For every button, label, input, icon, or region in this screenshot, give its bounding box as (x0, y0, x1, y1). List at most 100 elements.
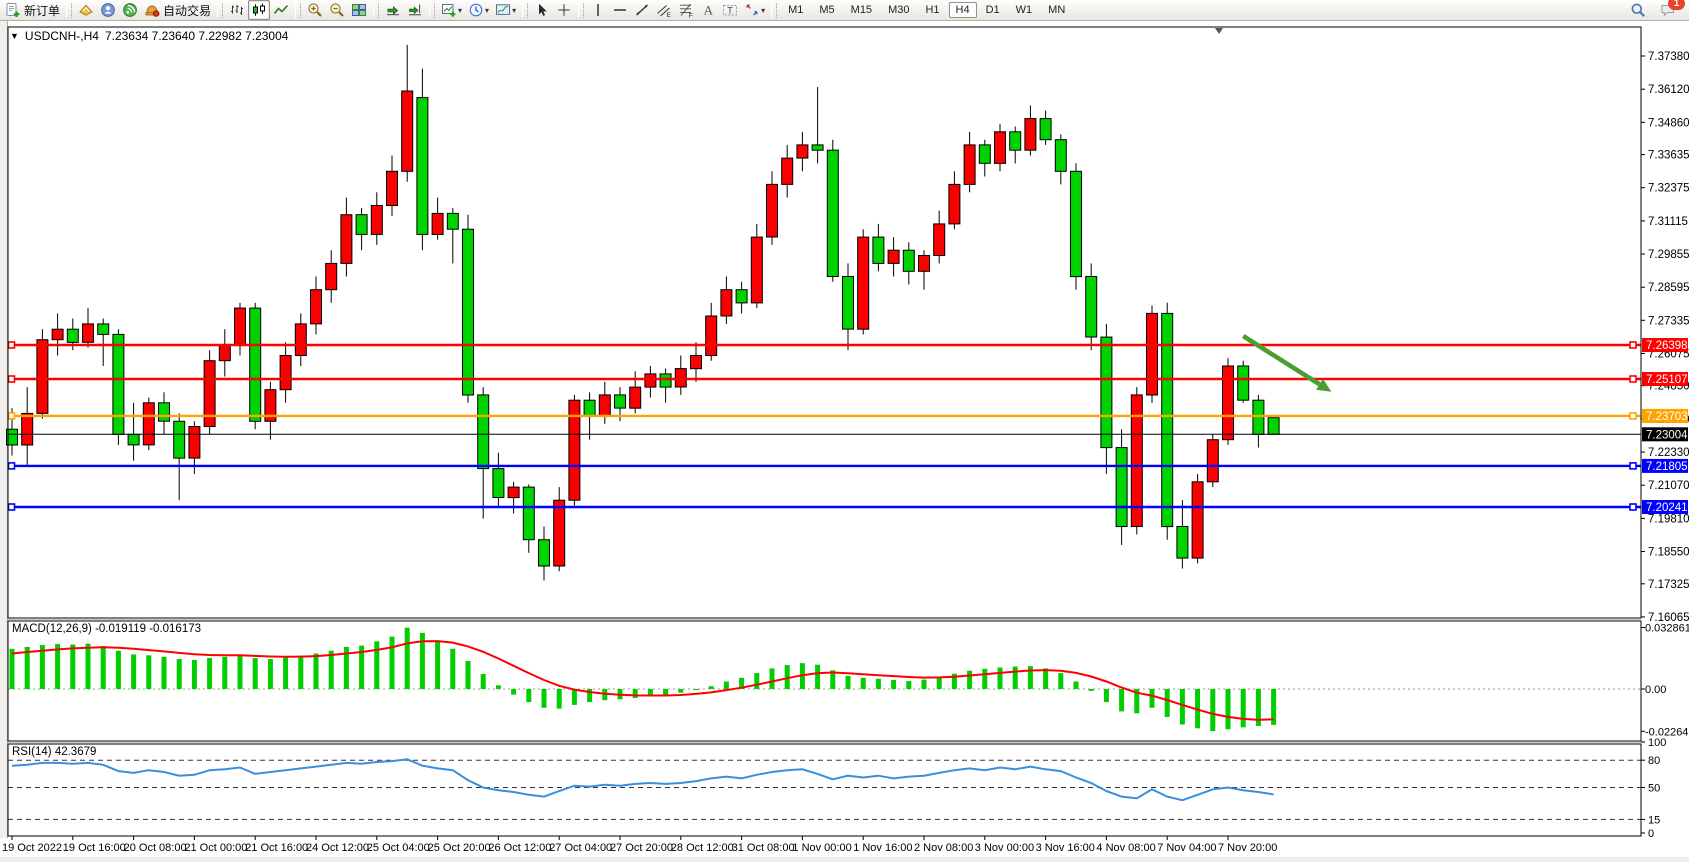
macd-bar (875, 678, 881, 689)
autotrading-label: 自动交易 (163, 3, 212, 18)
candle-body (522, 486, 535, 541)
dropdown-arrow-icon[interactable]: ▾ (485, 5, 490, 15)
dropdown-arrow-icon[interactable]: ▾ (512, 5, 517, 15)
line-handle[interactable] (1629, 375, 1637, 383)
price-tick-label: 7.32375 (1648, 183, 1689, 195)
candles-chart-button[interactable] (248, 0, 271, 20)
time-tick-label: 7 Nov 04:00 (1157, 842, 1216, 854)
chart-window-bg (0, 21, 1689, 862)
macd-bar (85, 643, 91, 689)
new-chart-button[interactable]: ▾ (438, 0, 465, 20)
periods-button[interactable]: ▾ (465, 0, 492, 20)
timeframe-mn-button[interactable]: MN (1048, 4, 1066, 16)
bars-chart-button[interactable] (226, 0, 248, 20)
timeframe-m30-button[interactable]: M30 (888, 4, 910, 16)
chart-shift-marker[interactable] (1215, 28, 1223, 34)
candle-body (1222, 365, 1234, 441)
timeframe-h4-button[interactable]: H4 (948, 2, 977, 18)
toolbar-grip (771, 2, 778, 18)
tile-windows-button[interactable] (348, 0, 370, 20)
signals-button[interactable] (119, 0, 141, 20)
candle-body (249, 307, 262, 422)
timeframe-m15-button[interactable]: M15 (850, 4, 873, 16)
search-icon (1631, 3, 1645, 17)
auto-scroll-icon (387, 6, 400, 16)
window-left-frame (0, 21, 7, 862)
macd-bar (860, 677, 866, 689)
candle-body (766, 183, 778, 238)
symbol-dropdown-icon[interactable]: ▼ (10, 31, 19, 41)
line-handle[interactable] (1629, 462, 1637, 470)
horizontal-line-button[interactable] (609, 0, 631, 20)
new-order-button[interactable]: 新订单 (2, 0, 63, 20)
toolbar-grip (217, 2, 224, 18)
candle-body (978, 144, 991, 164)
search-button[interactable] (1627, 0, 1649, 20)
macd-bar (708, 686, 714, 689)
auto-scroll-button[interactable] (382, 0, 404, 20)
time-axis[interactable] (0, 838, 1641, 857)
line-chart-button[interactable] (270, 0, 292, 20)
line-handle[interactable] (7, 375, 16, 383)
candle-body (1054, 139, 1067, 172)
text-icon: A (704, 3, 714, 18)
community-button[interactable] (97, 0, 119, 20)
line-handle[interactable] (7, 341, 16, 349)
price-tick-label: 7.17325 (1648, 579, 1689, 591)
candle-body (826, 149, 839, 277)
templates-button[interactable]: ▾ (492, 0, 519, 20)
text-label-button[interactable]: T (719, 0, 741, 20)
price-tick-label: 7.22330 (1648, 447, 1689, 459)
line-handle[interactable] (7, 412, 16, 420)
timeframe-h1-button[interactable]: H1 (925, 4, 940, 16)
vertical-line-button[interactable] (587, 0, 609, 20)
line-handle[interactable] (1629, 412, 1637, 420)
macd-bar (723, 681, 729, 689)
dropdown-arrow-icon[interactable]: ▾ (761, 5, 766, 15)
macd-bar (1043, 668, 1049, 689)
autotrading-button[interactable]: 自动交易 (141, 0, 214, 20)
candle-body (1115, 447, 1128, 528)
timeframe-w1-button[interactable]: W1 (1015, 4, 1033, 16)
macd-bar (1119, 689, 1125, 712)
price-tick-label: 7.18550 (1648, 547, 1689, 559)
time-tick-label: 1 Nov 16:00 (853, 842, 912, 854)
macd-bar (146, 655, 152, 689)
line-handle[interactable] (7, 503, 16, 511)
candle-body (1206, 439, 1219, 483)
candle-body (142, 402, 155, 446)
timeframe-m5-button[interactable]: M5 (819, 4, 835, 16)
chat-button[interactable]: 1 (1657, 0, 1685, 20)
timeframe-d1-button[interactable]: D1 (985, 4, 1000, 16)
line-handle[interactable] (1629, 341, 1637, 349)
candle-body (994, 131, 1006, 164)
candle-body (1085, 276, 1098, 338)
chart-shift-button[interactable] (404, 0, 426, 20)
time-tick-label: 3 Nov 00:00 (975, 842, 1034, 854)
time-tick-label: 21 Oct 16:00 (245, 842, 308, 854)
zoom-in-button[interactable] (304, 0, 326, 20)
horizontal-line-icon (614, 9, 627, 11)
svg-text:T: T (727, 5, 733, 15)
macd-bar (39, 645, 45, 689)
editor-button[interactable] (75, 0, 97, 20)
trend-arrow-annotation[interactable] (1241, 334, 1321, 387)
candle-body (370, 205, 383, 235)
zoom-out-button[interactable] (326, 0, 348, 20)
equidistant-channel-button[interactable]: E (653, 0, 675, 20)
price-tick-label: 7.28595 (1648, 282, 1689, 294)
arrows-button[interactable]: ▾ (741, 0, 768, 20)
line-handle[interactable] (7, 462, 16, 470)
trendline-button[interactable] (631, 0, 653, 20)
cursor-button[interactable] (531, 0, 553, 20)
text-button[interactable]: A (697, 0, 719, 20)
timeframe-m1-button[interactable]: M1 (788, 4, 804, 16)
trend-arrow-head (1316, 378, 1332, 392)
fibonacci-button[interactable]: F (675, 0, 697, 20)
macd-bar (1255, 689, 1261, 726)
line-handle[interactable] (1629, 503, 1637, 511)
dropdown-arrow-icon[interactable]: ▾ (458, 5, 463, 15)
crosshair-button[interactable] (553, 0, 575, 20)
macd-bar (693, 689, 699, 690)
